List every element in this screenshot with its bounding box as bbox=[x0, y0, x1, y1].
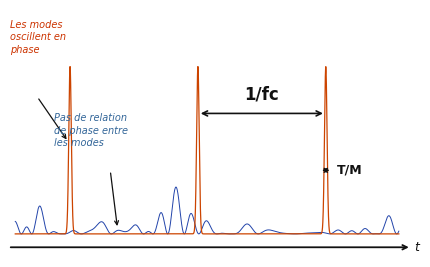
Text: T/M: T/M bbox=[337, 164, 362, 177]
Text: 1/fc: 1/fc bbox=[245, 85, 279, 103]
Text: t: t bbox=[414, 241, 419, 254]
Text: Pas de relation
de phase entre
les modes: Pas de relation de phase entre les modes bbox=[54, 113, 128, 148]
Text: Les modes
oscillent en
phase: Les modes oscillent en phase bbox=[10, 20, 66, 54]
